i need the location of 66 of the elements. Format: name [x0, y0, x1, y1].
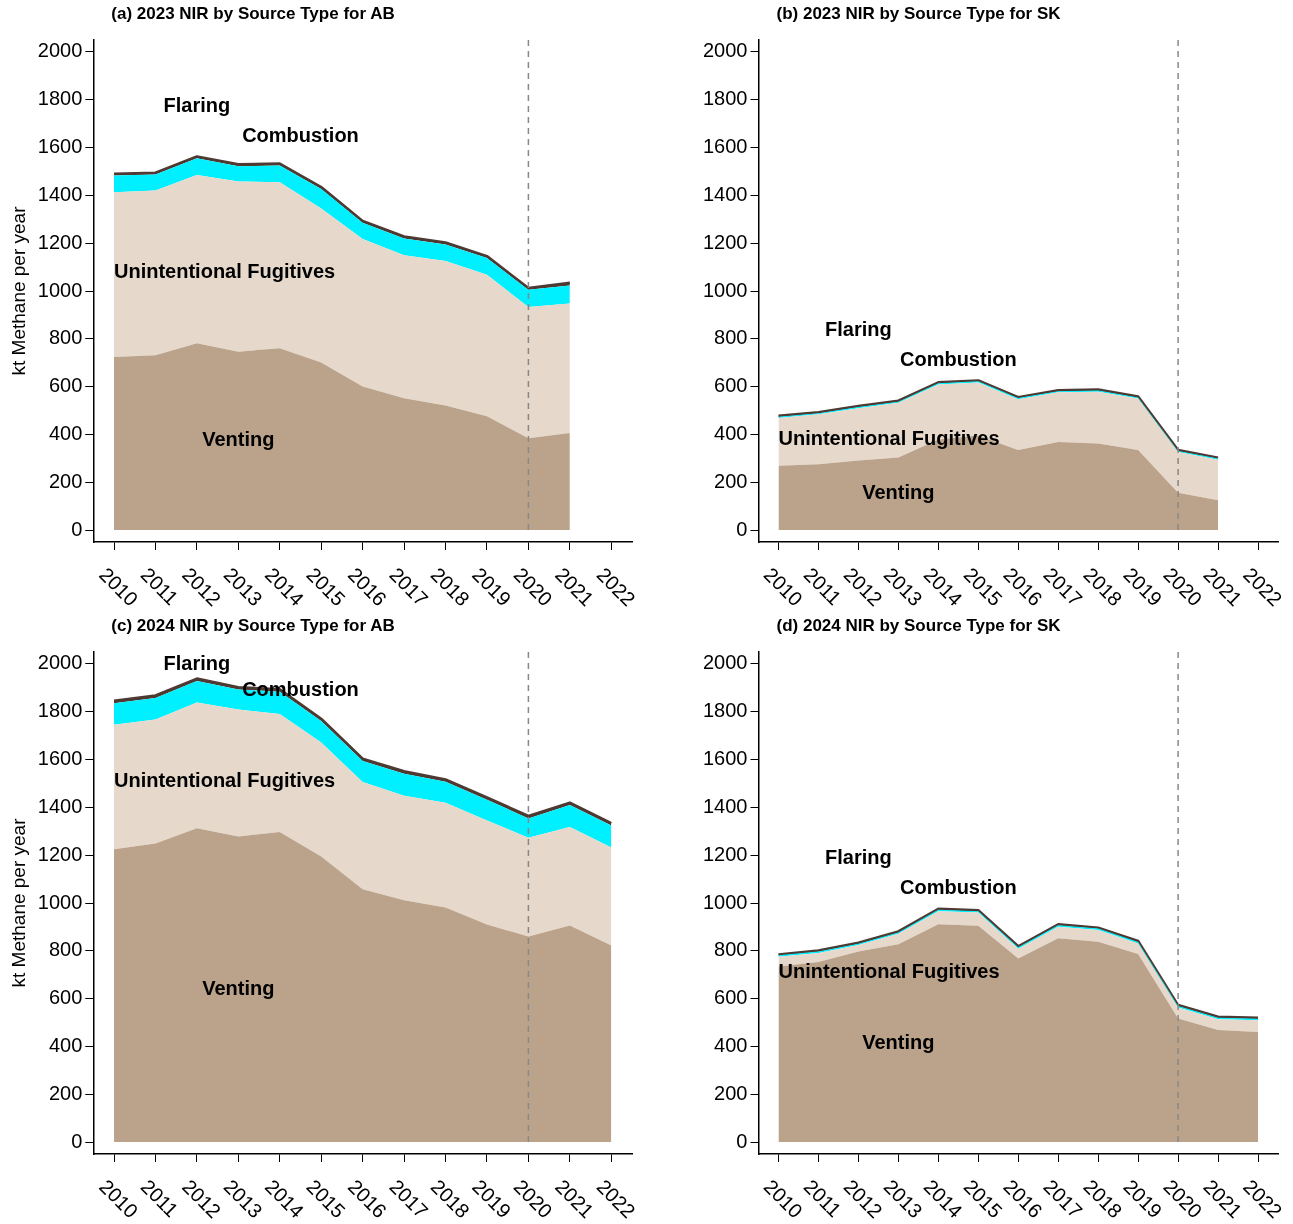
y-tick-label: 200: [714, 1081, 748, 1104]
text: Flaring: [163, 93, 231, 116]
series-label: Unintentional Fugitives: [778, 426, 1000, 449]
y-axis-title: kt Methane per year: [7, 817, 29, 988]
y-tick-label: 800: [714, 938, 748, 961]
y-tick-label: 1800: [37, 699, 83, 722]
y-tick-label: 800: [48, 938, 83, 961]
y-tick-label: 1000: [37, 890, 83, 913]
text: Flaring: [825, 846, 892, 869]
series-label: Combustion: [242, 123, 359, 146]
y-tick-label: 1200: [702, 842, 748, 865]
series-label: Unintentional Fugitives: [114, 768, 336, 791]
series-label: Venting: [862, 1030, 935, 1053]
y-tick-label: 1400: [702, 182, 748, 205]
y-tick-label: 800: [48, 326, 83, 349]
series-label: Venting: [862, 481, 935, 504]
chart-title: (c) 2024 NIR by Source Type for AB: [111, 616, 395, 636]
y-tick-label: 2000: [37, 651, 83, 674]
y-tick-label: 2000: [37, 39, 83, 62]
y-tick-label: 1600: [37, 747, 83, 770]
y-axis-title: kt Methane per year: [7, 205, 29, 376]
y-tick-label: 200: [714, 469, 748, 492]
y-tick-label: 400: [48, 421, 83, 444]
y-tick-label: 0: [71, 517, 83, 540]
y-tick-label: 400: [48, 1033, 83, 1056]
y-tick-label: 600: [48, 374, 83, 397]
y-tick-label: 0: [736, 517, 748, 540]
y-tick-label: 1400: [702, 794, 748, 817]
y-tick-label: 1200: [37, 842, 83, 865]
series-label: Combustion: [899, 876, 1017, 899]
y-tick-label: 1000: [37, 278, 83, 301]
y-tick-label: 800: [714, 326, 748, 349]
y-tick-label: 1800: [702, 699, 748, 722]
y-tick-label: 2000: [702, 651, 748, 674]
y-tick-label: 600: [714, 986, 748, 1009]
y-tick-label: 1000: [702, 890, 748, 913]
series-label: Flaring: [163, 651, 231, 674]
series-label: Unintentional Fugitives: [778, 959, 1000, 982]
y-tick-label: 0: [71, 1129, 83, 1152]
y-tick-label: 600: [48, 986, 83, 1009]
y-tick-label: 1600: [702, 135, 748, 158]
y-tick-label: 400: [714, 421, 748, 444]
chart-title: (b) 2023 NIR by Source Type for SK: [776, 4, 1062, 24]
y-tick-label: 2000: [702, 39, 748, 62]
series-label: Combustion: [899, 347, 1017, 370]
series-label: Combustion: [242, 677, 359, 700]
y-tick-label: 1800: [37, 87, 83, 110]
y-tick-label: 1400: [37, 182, 83, 205]
y-tick-label: 1600: [37, 135, 83, 158]
series-label: Venting: [202, 976, 275, 999]
chart-title: (a) 2023 NIR by Source Type for AB: [111, 4, 395, 24]
y-tick-label: 400: [714, 1033, 748, 1056]
y-tick-label: 1600: [702, 747, 748, 770]
y-tick-label: 0: [736, 1129, 748, 1152]
y-tick-label: 1000: [702, 278, 748, 301]
text: Flaring: [825, 317, 892, 340]
chart-title: (d) 2024 NIR by Source Type for SK: [776, 616, 1062, 636]
y-tick-label: 600: [714, 374, 748, 397]
series-label: Venting: [202, 428, 275, 451]
y-tick-label: 1200: [37, 230, 83, 253]
y-tick-label: 1800: [702, 87, 748, 110]
y-tick-label: 1200: [702, 230, 748, 253]
y-tick-label: 1400: [37, 794, 83, 817]
y-tick-label: 200: [48, 469, 83, 492]
series-label: Unintentional Fugitives: [114, 260, 336, 283]
y-tick-label: 200: [48, 1081, 83, 1104]
